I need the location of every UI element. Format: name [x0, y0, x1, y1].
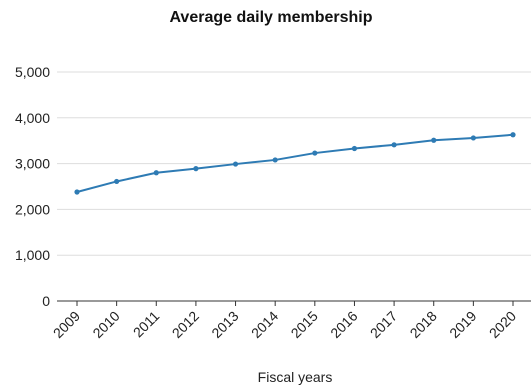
- x-tick-label: 2015: [288, 308, 321, 341]
- data-point: [510, 132, 516, 138]
- x-tick-label: 2013: [208, 308, 241, 341]
- data-point: [431, 137, 437, 143]
- chart-title: Average daily membership: [169, 9, 372, 26]
- data-point: [232, 161, 239, 167]
- x-tick-label: 2011: [130, 308, 163, 341]
- x-tick-label: 2009: [50, 308, 83, 341]
- x-tick-label: 2014: [248, 308, 281, 341]
- data-point: [272, 157, 278, 163]
- data-point: [351, 145, 358, 152]
- data-point: [312, 150, 318, 156]
- series: [74, 132, 516, 195]
- data-point: [74, 189, 80, 195]
- y-tick-label: 2,000: [15, 201, 50, 217]
- data-point: [391, 142, 397, 148]
- x-tick-label: 2019: [446, 308, 479, 341]
- x-axis-title: Fiscal years: [258, 369, 333, 385]
- data-point: [470, 135, 476, 141]
- y-tick-label: 0: [42, 293, 50, 309]
- data-point: [153, 170, 159, 176]
- x-tick-label: 2010: [89, 308, 122, 341]
- y-tick-label: 5,000: [15, 64, 50, 80]
- data-point: [114, 178, 120, 185]
- x-tick-label: 2016: [327, 308, 360, 341]
- series-line: [76, 133, 514, 193]
- x-tick-label: 2012: [169, 308, 202, 341]
- y-tick-label: 3,000: [15, 156, 50, 172]
- x-tick-label: 2020: [486, 308, 519, 341]
- data-point: [193, 166, 199, 172]
- x-tick-label: 2018: [407, 308, 440, 341]
- y-tick-label: 1,000: [15, 247, 50, 263]
- x-tick-label: 2017: [367, 308, 400, 341]
- axes: [57, 300, 531, 306]
- gridlines: [57, 71, 531, 256]
- y-tick-label: 4,000: [15, 110, 50, 126]
